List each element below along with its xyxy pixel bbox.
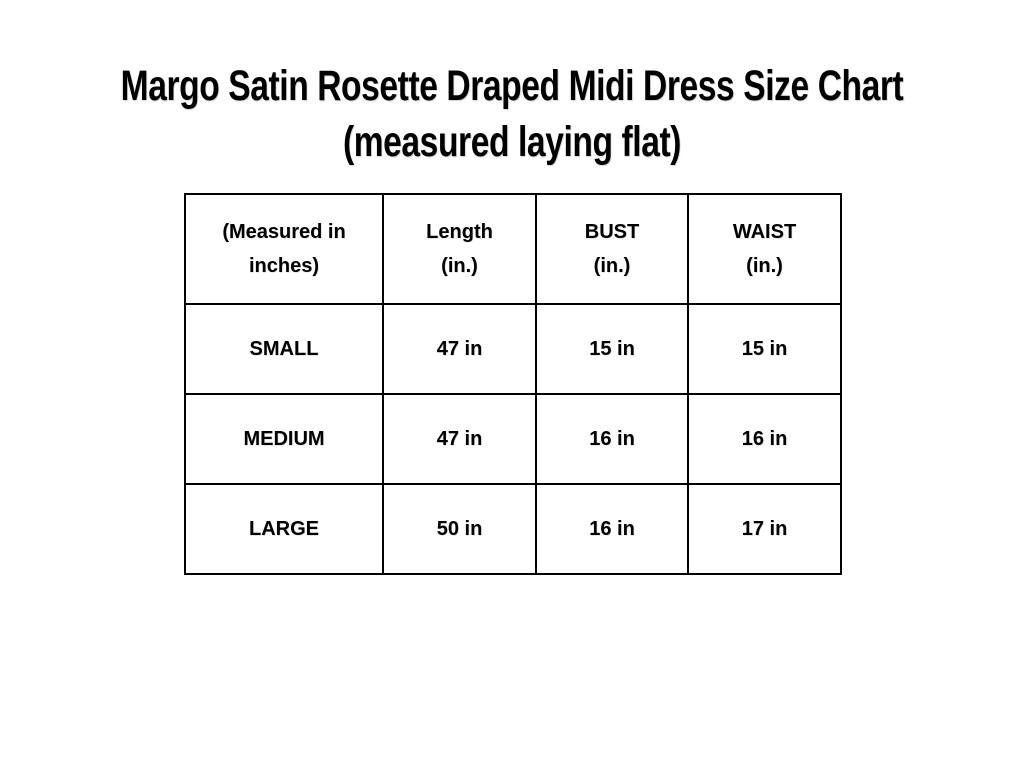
header-cell-bust: BUST (in.) [535, 193, 689, 305]
header-bust-line1: BUST [584, 221, 640, 243]
page-title: Margo Satin Rosette Draped Midi Dress Si… [113, 58, 912, 170]
cell-size-small: SMALL [184, 303, 384, 395]
header-cell-length: Length (in.) [382, 193, 537, 305]
page-title-line1: Margo Satin Rosette Draped Midi Dress Si… [120, 62, 904, 110]
cell-small-bust: 15 in [535, 303, 689, 395]
cell-size-medium: MEDIUM [184, 393, 384, 485]
size-chart-table: (Measured in inches) Length (in.) BUST (… [184, 193, 842, 575]
page-title-line2: (measured laying flat) [342, 118, 682, 166]
cell-large-bust: 16 in [535, 483, 689, 575]
table-row-small: SMALL 47 in 15 in 15 in [184, 303, 842, 395]
header-measured-line2: inches) [248, 255, 320, 277]
cell-medium-length: 47 in [382, 393, 537, 485]
table-header-row: (Measured in inches) Length (in.) BUST (… [184, 193, 842, 305]
header-length-line1: Length [426, 221, 493, 243]
cell-small-length: 47 in [382, 303, 537, 395]
cell-large-length: 50 in [382, 483, 537, 575]
header-waist-line1: WAIST [732, 221, 797, 243]
table-row-large: LARGE 50 in 16 in 17 in [184, 483, 842, 575]
header-bust-line2: (in.) [593, 255, 631, 277]
header-cell-waist: WAIST (in.) [687, 193, 842, 305]
cell-medium-waist: 16 in [687, 393, 842, 485]
cell-small-waist: 15 in [687, 303, 842, 395]
table-row-medium: MEDIUM 47 in 16 in 16 in [184, 393, 842, 485]
cell-size-large: LARGE [184, 483, 384, 575]
header-cell-measured: (Measured in inches) [184, 193, 384, 305]
header-waist-line2: (in.) [746, 255, 783, 277]
header-length-line2: (in.) [441, 255, 478, 277]
header-measured-line1: (Measured in [222, 221, 346, 243]
cell-large-waist: 17 in [687, 483, 842, 575]
cell-medium-bust: 16 in [535, 393, 689, 485]
